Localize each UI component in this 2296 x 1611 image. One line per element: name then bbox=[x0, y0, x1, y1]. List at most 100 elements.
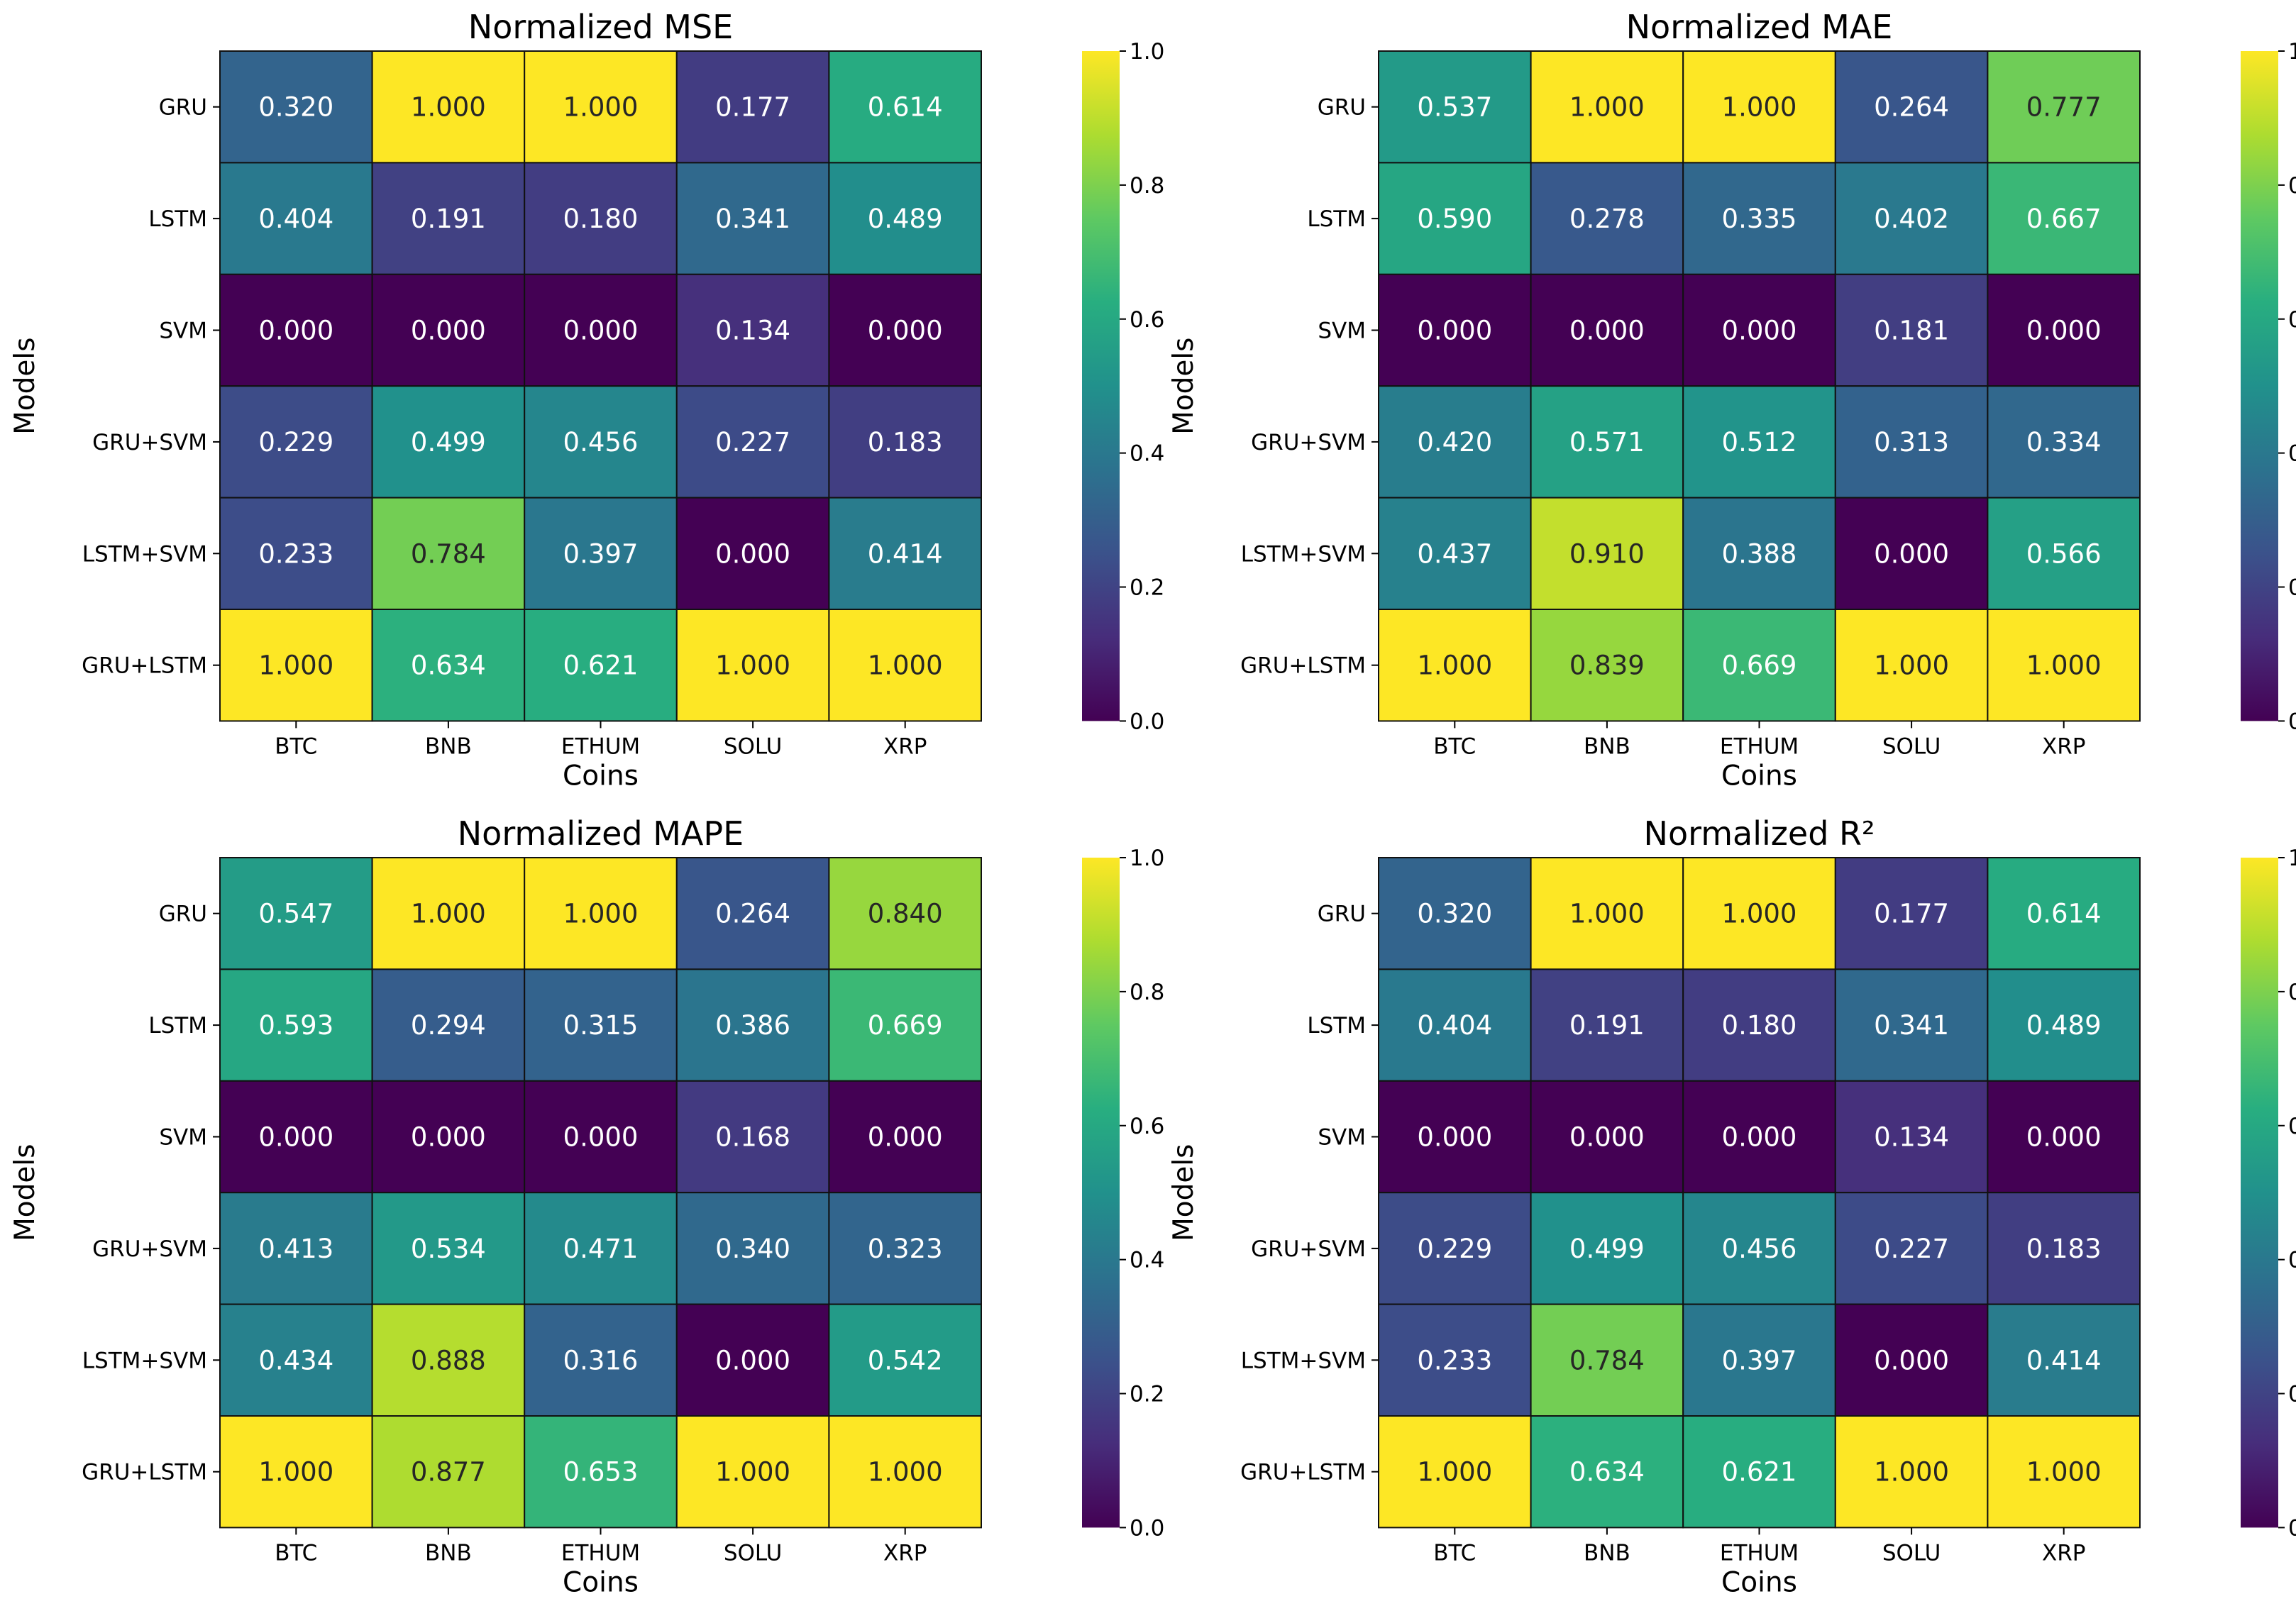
colorbar-tick-label: 0.4 bbox=[1130, 441, 1164, 467]
cell-value-label: 0.499 bbox=[411, 427, 486, 458]
heatmap-cell bbox=[1682, 1303, 1836, 1417]
y-tick-label: LSTM+SVM bbox=[1241, 1348, 1366, 1373]
cell-value-label: 0.264 bbox=[715, 899, 790, 929]
colorbar-tick-label: 0.8 bbox=[2288, 173, 2296, 199]
cell-value-label: 1.000 bbox=[258, 1457, 333, 1488]
cell-value-label: 1.000 bbox=[411, 92, 486, 123]
heatmap-cell bbox=[1987, 162, 2141, 275]
heatmap-cell bbox=[524, 968, 678, 1082]
cell-value-label: 0.320 bbox=[1417, 899, 1492, 929]
heatmap-cell bbox=[828, 1192, 983, 1305]
heatmap-cell bbox=[1530, 1080, 1684, 1194]
colorbar-tick-label: 1.0 bbox=[1130, 39, 1164, 65]
x-tick-label: SOLU bbox=[1882, 1540, 1941, 1566]
heatmap-cell bbox=[371, 968, 526, 1082]
cell-value-label: 1.000 bbox=[563, 92, 639, 123]
chart-title: Normalized R² bbox=[1644, 814, 1875, 853]
heatmap-cell bbox=[828, 162, 983, 275]
heatmap-cell bbox=[828, 1415, 983, 1529]
colorbar-tick-label: 1.0 bbox=[1130, 846, 1164, 871]
heatmap-panel-1: Normalized MSE 0.320 1.000 1.000 0.177 0.614 0… bbox=[9, 8, 1164, 792]
cell-value-label: 0.547 bbox=[258, 899, 333, 929]
cell-value-label: 1.000 bbox=[1417, 651, 1492, 681]
colorbar-tick-label: 0.2 bbox=[2288, 1382, 2296, 1407]
cell-value-label: 0.653 bbox=[563, 1457, 639, 1488]
heatmap-cell bbox=[828, 385, 983, 499]
x-tick-label: XRP bbox=[2042, 1540, 2085, 1566]
heatmap-cell bbox=[524, 609, 678, 722]
y-tick-label: LSTM bbox=[148, 1013, 207, 1039]
heatmap-cell bbox=[828, 50, 983, 164]
colorbar-tick-label: 0.4 bbox=[2288, 1248, 2296, 1273]
heatmap-cell bbox=[828, 273, 983, 387]
heatmap-cell bbox=[524, 497, 678, 610]
heatmap-cell bbox=[1834, 857, 1989, 970]
cell-value-label: 1.000 bbox=[1874, 1457, 1949, 1488]
cell-value-label: 1.000 bbox=[715, 651, 790, 681]
heatmap-cell bbox=[1834, 1080, 1989, 1194]
y-tick-label: GRU+LSTM bbox=[82, 653, 207, 679]
cell-value-label: 0.191 bbox=[1569, 1010, 1645, 1041]
cell-value-label: 0.669 bbox=[1722, 651, 1797, 681]
y-tick-label: SVM bbox=[159, 319, 207, 344]
heatmap-cell bbox=[371, 1303, 526, 1417]
heatmap-cell bbox=[219, 50, 373, 164]
heatmap-panel-4: Normalized R² 0.320 1.000 1.000 0.177 0.614 0.… bbox=[1168, 814, 2296, 1598]
cell-value-label: 0.183 bbox=[868, 427, 943, 458]
heatmap-cell bbox=[371, 497, 526, 610]
cell-value-label: 0.334 bbox=[2026, 427, 2102, 458]
colorbar-tick-label: 0.6 bbox=[1130, 1114, 1164, 1139]
heatmap-cell bbox=[219, 1415, 373, 1529]
heatmap-cell bbox=[524, 385, 678, 499]
y-axis-label: Models bbox=[9, 1144, 41, 1241]
cell-value-label: 0.499 bbox=[1569, 1234, 1645, 1264]
y-tick-label: GRU+LSTM bbox=[1240, 1460, 1366, 1485]
y-tick-label: GRU+SVM bbox=[92, 1236, 207, 1262]
colorbar-tick-label: 0.0 bbox=[1130, 1515, 1164, 1541]
cell-value-label: 0.000 bbox=[563, 316, 639, 346]
cell-value-label: 0.413 bbox=[258, 1234, 333, 1264]
y-tick-label: LSTM bbox=[148, 206, 207, 232]
cell-value-label: 0.000 bbox=[258, 316, 333, 346]
chart-title: Normalized MAPE bbox=[458, 814, 744, 853]
cell-value-label: 0.000 bbox=[1417, 316, 1492, 346]
cell-value-label: 0.840 bbox=[868, 899, 943, 929]
heatmap-cell bbox=[524, 273, 678, 387]
x-axis-label: Coins bbox=[1721, 1566, 1797, 1598]
y-tick-label: GRU bbox=[159, 95, 207, 121]
y-axis-label: Models bbox=[1168, 337, 1200, 434]
cell-value-label: 0.341 bbox=[715, 204, 790, 234]
heatmap-cell bbox=[1987, 609, 2141, 722]
colorbar-tick-label: 0.2 bbox=[2288, 575, 2296, 601]
cell-value-label: 1.000 bbox=[868, 651, 943, 681]
heatmap-cell bbox=[828, 497, 983, 610]
heatmap-cell bbox=[675, 968, 830, 1082]
colorbar bbox=[1082, 858, 1120, 1528]
cell-value-label: 0.000 bbox=[1569, 1122, 1645, 1153]
heatmap-cell bbox=[1834, 609, 1989, 722]
cell-value-label: 0.000 bbox=[2026, 1122, 2102, 1153]
cell-value-label: 0.386 bbox=[715, 1010, 790, 1041]
heatmap-cell bbox=[1682, 50, 1836, 164]
cell-value-label: 0.323 bbox=[868, 1234, 943, 1264]
cell-value-label: 0.233 bbox=[1417, 1345, 1492, 1375]
colorbar-tick-label: 0.0 bbox=[2288, 709, 2296, 734]
heatmap-cell bbox=[828, 857, 983, 970]
colorbar-tick-label: 0.0 bbox=[1130, 709, 1164, 734]
heatmap-cell bbox=[675, 273, 830, 387]
cell-value-label: 0.593 bbox=[258, 1010, 333, 1041]
heatmap-cell bbox=[1682, 273, 1836, 387]
heatmap-cell bbox=[1530, 857, 1684, 970]
cell-value-label: 0.191 bbox=[411, 204, 486, 234]
heatmap-cell bbox=[1834, 273, 1989, 387]
cell-value-label: 0.181 bbox=[1874, 316, 1949, 346]
cell-value-label: 0.000 bbox=[563, 1122, 639, 1153]
cell-value-label: 0.397 bbox=[1722, 1345, 1797, 1375]
colorbar-tick-label: 0.6 bbox=[1130, 307, 1164, 333]
heatmap-cell bbox=[1378, 273, 1532, 387]
heatmap-cell bbox=[1378, 497, 1532, 610]
heatmap-cell bbox=[1682, 385, 1836, 499]
cell-value-label: 0.000 bbox=[1417, 1122, 1492, 1153]
heatmap-cell bbox=[1987, 1080, 2141, 1194]
